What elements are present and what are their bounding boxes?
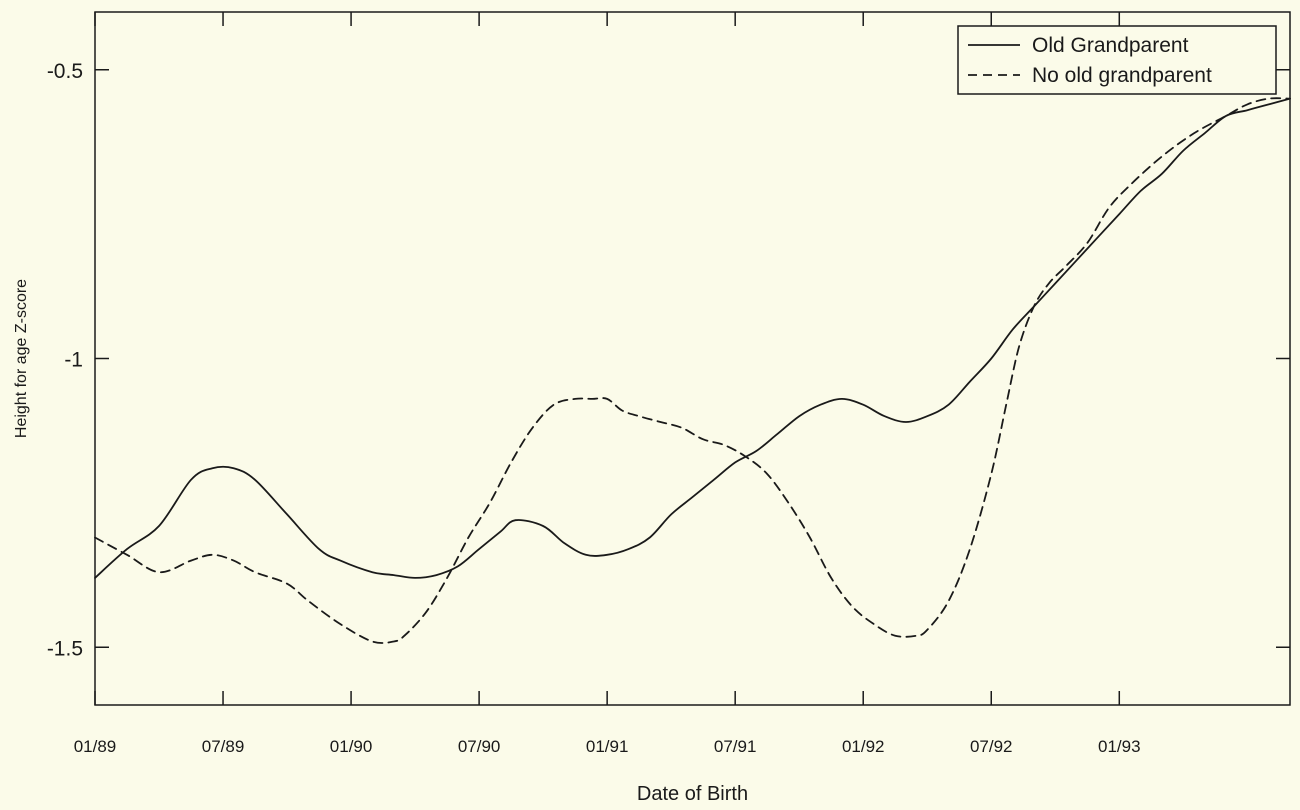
x-tick-label: 07/91 — [714, 737, 757, 756]
x-tick-label: 01/91 — [586, 737, 629, 756]
y-tick-label: -1.5 — [47, 637, 83, 660]
legend-label-old-grandparent: Old Grandparent — [1032, 34, 1189, 57]
x-tick-label: 07/90 — [458, 737, 501, 756]
axis-ticks — [94, 12, 1290, 705]
series-lines — [94, 97, 1291, 644]
y-axis-title: Height for age Z-score — [13, 279, 30, 438]
x-tick-label: 01/89 — [74, 737, 117, 756]
x-tick-label: 07/89 — [202, 737, 245, 756]
x-tick-label: 01/92 — [842, 737, 885, 756]
axis-tick-labels: 01/89 07/89 01/90 07/90 01/91 07/91 01/92 07/92… — [47, 60, 1141, 756]
x-tick-label: 07/92 — [970, 737, 1013, 756]
series-line-no-old-grandparent — [94, 97, 1291, 644]
legend-label-no-old-grandparent: No old grandparent — [1032, 64, 1212, 87]
x-tick-label: 01/90 — [330, 737, 373, 756]
x-axis-title: Date of Birth — [637, 783, 748, 805]
plot-area: 01/89 07/89 01/90 07/90 01/91 07/91 01/92 07/92… — [47, 11, 1291, 756]
legend-box — [957, 25, 1277, 95]
y-tick-label: -0.5 — [47, 60, 83, 83]
series-line-old-grandparent — [94, 97, 1291, 579]
legend: Old Grandparent No old grandparent — [957, 25, 1277, 95]
x-tick-label: 01/93 — [1098, 737, 1141, 756]
y-tick-label: -1 — [64, 349, 83, 372]
